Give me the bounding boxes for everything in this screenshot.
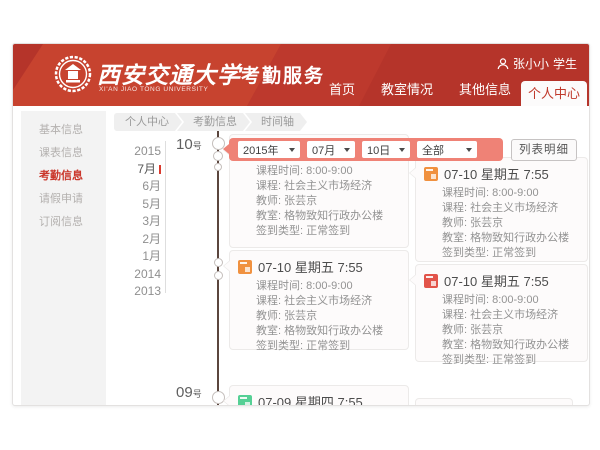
date-nav-2013[interactable]: 2013 [134,284,161,298]
timeline-axis [217,131,219,405]
card-title: 07-10 星期五 7:55 [258,260,363,275]
user-name: 张小小 [512,57,549,71]
course-name: 课程: 社会主义市场经济 [442,309,559,321]
checkin-type: 签到类型: 正常签到 [256,225,351,237]
calendar-icon [424,166,438,181]
teacher: 教师: 张芸京 [442,217,504,229]
timeline-node [214,258,223,267]
attendance-card[interactable]: 07-10 星期五 7:55 课程时间: 8:00-9:00 课程: 社会主义市… [223,250,409,352]
date-nav-june[interactable]: 6月 [142,179,161,193]
main-nav: 首页 教室情况 其他信息 [329,79,511,106]
day-select[interactable]: 10日 [362,141,410,158]
course-time: 课程时间: 8:00-9:00 [256,280,353,292]
attendance-card[interactable]: 07-10 星期五 7:55 课程时间: 8:00-9:00 课程: 社会主义市… [409,264,588,366]
calendar-icon [424,273,438,288]
breadcrumb-attendance[interactable]: 考勤信息 [177,113,250,131]
timeline-node [214,271,223,280]
checkin-type: 签到类型: 正常签到 [442,354,537,366]
date-nav-2014[interactable]: 2014 [134,266,161,281]
timeline-date-nav: 2015 7月 6月 5月 3月 2月 1月 2014 2013 [117,143,161,301]
checkin-type: 签到类型: 正常签到 [442,247,537,259]
list-detail-button[interactable]: 列表明细 [511,139,577,161]
user-info[interactable]: 张小小 学生 [497,55,577,72]
course-name: 课程: 社会主义市场经济 [256,180,373,192]
date-nav-march[interactable]: 3月 [142,214,161,228]
date-nav-july-current[interactable]: 7月 [117,161,161,179]
card-title: 07-10 星期五 7:55 [444,167,549,182]
university-logo [54,55,92,93]
timeline-node [212,137,225,150]
teacher: 教师: 张芸京 [442,324,504,336]
university-name-zh: 西安交通大学 [97,62,241,89]
sidebar-item-timetable[interactable]: 课表信息 [39,147,83,159]
sidebar: 基本信息 课表信息 考勤信息 请假申请 订阅信息 [21,111,106,405]
sidebar-item-leave-request[interactable]: 请假申请 [39,193,83,205]
nav-home[interactable]: 首页 [328,82,355,97]
nav-classrooms[interactable]: 教室情况 [380,82,433,97]
year-select[interactable]: 2015年 [238,141,300,158]
chevron-down-icon [344,147,350,152]
breadcrumb-personal-center[interactable]: 个人中心 [114,113,182,131]
breadcrumb: 个人中心 考勤信息 时间轴 [114,113,307,131]
chevron-down-icon [289,147,295,152]
card-title: 07-10 星期五 7:55 [444,274,549,289]
header-diagonal-band [13,44,281,106]
classroom: 教室: 格物致知行政办公楼 [256,210,384,222]
classroom: 教室: 格物致知行政办公楼 [442,232,570,244]
breadcrumb-timeline[interactable]: 时间轴 [245,113,307,131]
classroom: 教室: 格物致知行政办公楼 [442,339,570,351]
course-time: 课程时间: 8:00-9:00 [256,165,353,177]
attendance-card[interactable] [415,398,573,405]
chevron-down-icon [466,147,472,152]
date-nav-may[interactable]: 5月 [142,196,161,211]
app-header: 西安交通大学 XI'AN JIAO TONG UNIVERSITY 考勤服务 张… [13,44,589,106]
user-icon [497,57,509,69]
type-select[interactable]: 全部 [417,141,477,158]
attendance-card[interactable]: 07-10 星期五 7:55 课程时间: 8:00-9:00 课程: 社会主义市… [409,157,588,262]
date-nav-2015[interactable]: 2015 [134,144,161,158]
course-name: 课程: 社会主义市场经济 [256,295,373,307]
calendar-icon [238,394,252,405]
timeline-day-label-09: 09号 [176,384,202,401]
month-select[interactable]: 07月 [307,141,355,158]
nav-other-info[interactable]: 其他信息 [458,82,511,97]
date-filter-bar: 2015年 07月 10日 全部 [223,138,503,161]
date-nav-january[interactable]: 1月 [142,249,161,263]
date-nav-february[interactable]: 2月 [142,231,161,246]
chevron-down-icon [399,147,405,152]
nav-personal-center-active-tab[interactable]: 个人中心 [521,81,587,106]
sidebar-item-subscription[interactable]: 订阅信息 [39,216,83,228]
timeline-node [214,163,222,171]
course-time: 课程时间: 8:00-9:00 [442,294,539,306]
attendance-card[interactable]: 07-09 星期四 7:55 [223,385,409,406]
classroom: 教室: 格物致知行政办公楼 [256,325,384,337]
timeline-day-label-10: 10号 [176,136,202,153]
teacher: 教师: 张芸京 [256,195,318,207]
app-window: 西安交通大学 XI'AN JIAO TONG UNIVERSITY 考勤服务 张… [12,43,590,406]
timeline-node [213,151,223,161]
university-name-en: XI'AN JIAO TONG UNIVERSITY [99,86,209,93]
date-nav-divider [165,141,166,293]
sidebar-item-basic-info[interactable]: 基本信息 [39,124,83,136]
calendar-icon [238,259,252,274]
sidebar-item-attendance[interactable]: 考勤信息 [39,170,83,182]
card-title: 07-09 星期四 7:55 [258,395,363,406]
checkin-type: 签到类型: 正常签到 [256,340,351,352]
course-name: 课程: 社会主义市场经济 [442,202,559,214]
app-title: 考勤服务 [241,66,326,87]
user-role: 学生 [552,57,577,71]
teacher: 教师: 张芸京 [256,310,318,322]
course-time: 课程时间: 8:00-9:00 [442,187,539,199]
